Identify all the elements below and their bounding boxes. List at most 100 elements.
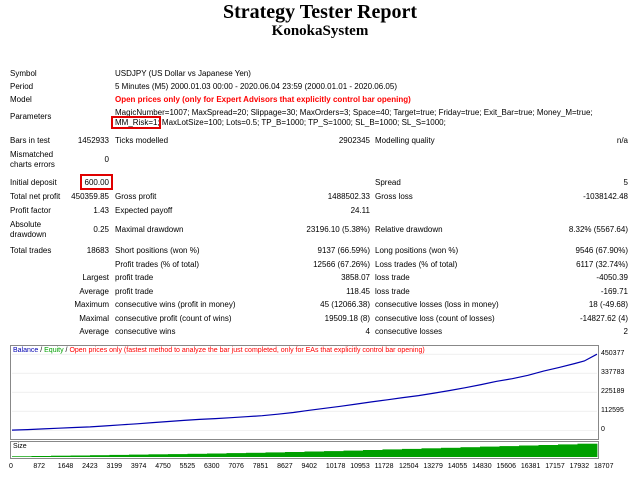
parameters-line2: MM_Risk=1; MaxLotSize=100; Lots=0.5; TP_… <box>115 118 446 128</box>
x-tick-label: 0 <box>9 463 13 470</box>
size-bar <box>90 455 110 457</box>
model-label: Model <box>10 95 32 104</box>
chart-legend: Balance / Equity / Open prices only (fas… <box>13 346 425 356</box>
stat-value: 19509.18 (8) <box>324 314 370 323</box>
size-bar <box>109 454 130 457</box>
stat-prefix: Average <box>79 287 109 296</box>
ticks-label: Ticks modelled <box>115 136 169 145</box>
y-tick-label: 112595 <box>601 407 624 415</box>
size-bar <box>148 454 169 457</box>
stat-label-2: consecutive loss (count of losses) <box>375 314 495 323</box>
size-bar <box>382 449 403 457</box>
stat-label-2: consecutive losses <box>375 327 443 336</box>
size-bar <box>558 444 578 457</box>
stat-label-2: loss trade <box>375 287 410 296</box>
size-bar <box>519 445 539 457</box>
size-bar <box>226 453 247 457</box>
stat-value-2: 18 (-49.68) <box>588 300 628 309</box>
x-tick-label: 14830 <box>472 463 492 470</box>
size-bar <box>304 451 325 457</box>
stat-label: consecutive wins <box>115 327 176 336</box>
size-bar <box>402 448 422 457</box>
x-tick-label: 3974 <box>130 463 147 470</box>
x-tick-label: 6300 <box>204 463 220 470</box>
x-tick-label: 7851 <box>252 463 269 470</box>
size-bar <box>421 448 442 457</box>
size-bar <box>324 451 344 457</box>
profit-trades-value: 12566 (67.26%) <box>313 260 370 269</box>
size-bar <box>187 453 208 457</box>
legend-equity: Equity <box>44 347 64 354</box>
report-subtitle: KonokaSystem <box>271 23 369 39</box>
series-line-balance <box>11 353 598 431</box>
net-profit-label: Total net profit <box>10 192 61 201</box>
mismatched-value: 0 <box>104 155 109 164</box>
total-trades-value: 18683 <box>86 246 109 255</box>
gross-profit-value: 1488502.33 <box>327 192 370 201</box>
stat-label: profit trade <box>115 287 154 296</box>
profit-trades-label: Profit trades (% of total) <box>115 260 200 269</box>
report-title: Strategy Tester Report <box>222 1 418 23</box>
size-bar <box>538 445 559 457</box>
loss-trades-value: 6117 (32.74%) <box>576 260 628 269</box>
symbol-value: USDJPY (US Dollar vs Japanese Yen) <box>115 69 251 78</box>
legend-sep-2: / <box>63 347 70 354</box>
stat-prefix: Maximal <box>79 314 109 323</box>
x-tick-label: 11728 <box>374 463 394 470</box>
short-positions-label: Short positions (won %) <box>115 246 200 255</box>
spread-value: 5 <box>623 178 628 187</box>
x-tick-label: 15606 <box>496 463 516 470</box>
stat-label: consecutive wins (profit in money) <box>115 300 236 309</box>
relative-drawdown-value: 8.32% (5567.64) <box>568 225 628 234</box>
short-positions-value: 9137 (66.59%) <box>317 246 370 255</box>
x-tick-label: 3199 <box>106 463 123 470</box>
x-tick-label: 9402 <box>301 463 318 470</box>
x-tick-label: 17157 <box>545 463 565 470</box>
x-tick-label: 10953 <box>350 463 370 470</box>
size-bar <box>460 447 481 457</box>
total-trades-label: Total trades <box>10 246 52 255</box>
x-tick-label: 17932 <box>569 463 590 470</box>
bars-label: Bars in test <box>10 136 51 145</box>
x-tick-label: 14055 <box>447 463 468 470</box>
stat-value-2: -14827.62 (4) <box>579 314 628 323</box>
period-value: 5 Minutes (M5) 2000.01.03 00:00 - 2020.0… <box>115 82 397 91</box>
stat-label: profit trade <box>115 273 154 282</box>
stat-value: 3858.07 <box>341 273 370 282</box>
gross-loss-value: -1038142.48 <box>583 192 628 201</box>
legend-sep-1: / <box>38 347 45 354</box>
deposit-value: 600.00 <box>84 178 109 187</box>
size-bar <box>129 454 149 457</box>
stat-prefix: Average <box>79 327 109 336</box>
stat-value: 118.45 <box>346 287 370 296</box>
stat-value: 4 <box>365 327 370 336</box>
long-positions-value: 9546 (67.90%) <box>575 246 628 255</box>
x-tick-label: 872 <box>33 463 46 470</box>
x-tick-label: 4750 <box>155 463 171 470</box>
size-bar <box>168 454 188 457</box>
size-label: Size <box>13 443 27 450</box>
x-tick-label: 2423 <box>82 463 98 470</box>
x-tick-label: 12504 <box>399 463 419 470</box>
stat-label: consecutive profit (count of wins) <box>115 314 232 323</box>
mismatched-label-2: charts errors <box>10 160 55 169</box>
deposit-label: Initial deposit <box>10 178 57 187</box>
size-bar <box>499 446 520 457</box>
mm-risk-param: MM_Risk=1; <box>115 118 160 127</box>
x-tick-label: 7076 <box>228 463 244 470</box>
net-profit-value: 450359.85 <box>71 192 109 201</box>
long-positions-label: Long positions (won %) <box>375 246 459 255</box>
size-bar <box>207 453 227 457</box>
size-bar <box>343 450 364 457</box>
x-tick-label: 16381 <box>520 463 541 470</box>
profit-factor-value: 1.43 <box>93 206 109 215</box>
relative-drawdown-label: Relative drawdown <box>375 225 443 234</box>
quality-value: n/a <box>616 136 628 145</box>
size-bar <box>480 446 500 457</box>
maximal-drawdown-value: 23196.10 (5.38%) <box>306 225 370 234</box>
legend-model-note: Open prices only (fastest method to anal… <box>69 347 425 354</box>
mismatched-label-1: Mismatched <box>10 150 54 159</box>
absolute-drawdown-label-1: Absolute <box>10 220 42 229</box>
gross-profit-label: Gross profit <box>115 192 157 201</box>
